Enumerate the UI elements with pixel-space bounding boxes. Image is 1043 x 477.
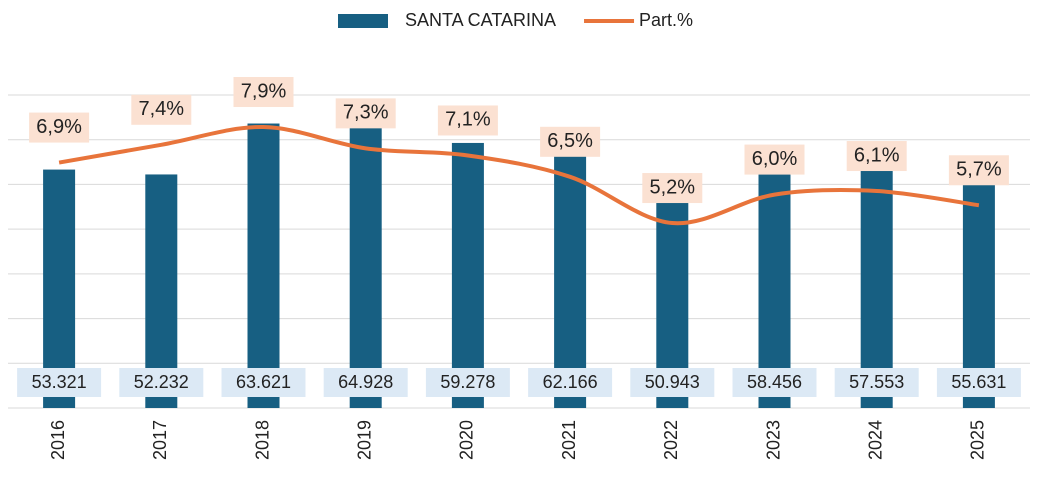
value-label: 57.553 [849,372,904,392]
bar [758,146,791,408]
x-tick-label: 2020 [457,420,477,460]
value-label-box [540,126,601,157]
value-label-box [119,368,204,397]
x-tick-label: 2016 [48,420,68,460]
value-label-box [732,368,817,397]
x-tick-label: 2021 [559,420,579,460]
value-label-box [948,155,1009,186]
x-tick-label: 2019 [354,420,374,460]
value-label-box [233,77,294,108]
value-label: 7,9% [241,80,287,102]
line [58,125,980,226]
value-label: 7,4% [139,98,185,120]
value-label: 62.166 [543,372,598,392]
legend-swatch [338,14,388,28]
value-label-box [17,368,102,397]
value-label-box [846,141,907,172]
value-label: 7,3% [343,102,389,124]
value-label-box [642,173,703,204]
value-label-box [425,368,510,397]
legend-label: SANTA CATARINA [405,10,556,30]
value-label: 7,1% [445,109,491,131]
bar [962,159,995,408]
value-label: 5,7% [956,159,1002,181]
value-label: 6,9% [36,116,82,138]
value-label: 52.232 [134,372,189,392]
value-label: 55.631 [951,372,1006,392]
value-label: 6,5% [547,130,593,152]
value-label: 50.943 [645,372,700,392]
value-label-box [323,368,408,397]
value-label-box [131,94,192,125]
bar [247,123,280,408]
value-label: 63.621 [236,372,291,392]
value-label-box [528,368,613,397]
x-tick-label: 2017 [150,420,170,460]
x-tick-label: 2025 [968,420,988,460]
value-label: 59.278 [440,372,495,392]
value-label-box [630,368,715,397]
value-label: 53.321 [32,372,87,392]
value-label: 58.456 [747,372,802,392]
x-tick-label: 2024 [865,420,885,460]
value-label-box [834,368,919,397]
value-label-box [744,144,805,175]
value-label: 6,0% [752,148,798,170]
value-label-box [29,112,90,143]
value-label: 64.928 [338,372,393,392]
x-tick-label: 2023 [763,420,783,460]
x-tick-label: 2022 [661,420,681,460]
x-tick-label: 2018 [252,420,272,460]
bar [349,117,382,409]
value-label-box [221,368,306,397]
value-label: 5,2% [650,176,696,198]
legend-label: Part.% [639,10,693,30]
value-label: 6,1% [854,144,900,166]
value-label-box [936,368,1021,397]
value-label-box [437,105,498,136]
bar [451,142,484,408]
value-label-box [335,98,396,129]
